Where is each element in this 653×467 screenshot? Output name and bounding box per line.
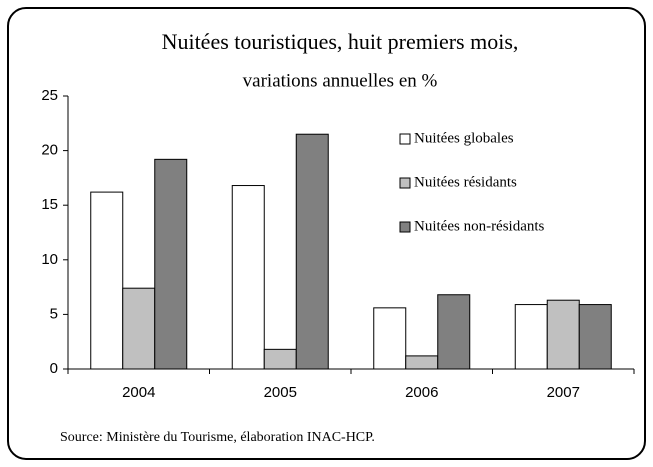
bar bbox=[405, 355, 439, 370]
chart-subtitle: variations annuelles en % bbox=[243, 70, 438, 91]
bar bbox=[578, 304, 612, 370]
legend-label: Nuitées résidants bbox=[414, 174, 517, 190]
bar bbox=[437, 294, 471, 370]
x-tick-label: 2007 bbox=[547, 384, 580, 401]
bar bbox=[514, 304, 548, 370]
source-note: Source: Ministère du Tourisme, élaborati… bbox=[60, 430, 375, 445]
y-tick-label: 5 bbox=[50, 305, 58, 322]
legend-swatch bbox=[399, 221, 411, 233]
y-tick-label: 25 bbox=[41, 87, 58, 104]
bar bbox=[546, 299, 580, 370]
y-tick-label: 0 bbox=[50, 360, 58, 377]
bar bbox=[373, 307, 407, 370]
legend-label: Nuitées non-résidants bbox=[414, 218, 545, 234]
y-tick-label: 15 bbox=[41, 196, 58, 213]
legend-swatch bbox=[399, 177, 411, 189]
legend-swatch bbox=[399, 133, 411, 145]
x-tick-label: 2004 bbox=[122, 384, 155, 401]
legend-label: Nuitées globales bbox=[414, 130, 514, 146]
bar bbox=[122, 287, 156, 370]
bar bbox=[263, 348, 297, 370]
y-tick-label: 10 bbox=[41, 251, 58, 268]
bar bbox=[231, 185, 265, 370]
x-tick-label: 2005 bbox=[264, 384, 297, 401]
bar bbox=[90, 191, 124, 370]
y-tick-label: 20 bbox=[41, 142, 58, 159]
chart-title: Nuitées touristiques, huit premiers mois… bbox=[162, 29, 519, 54]
bar bbox=[154, 158, 188, 370]
x-tick-label: 2006 bbox=[405, 384, 438, 401]
bar bbox=[295, 133, 329, 370]
